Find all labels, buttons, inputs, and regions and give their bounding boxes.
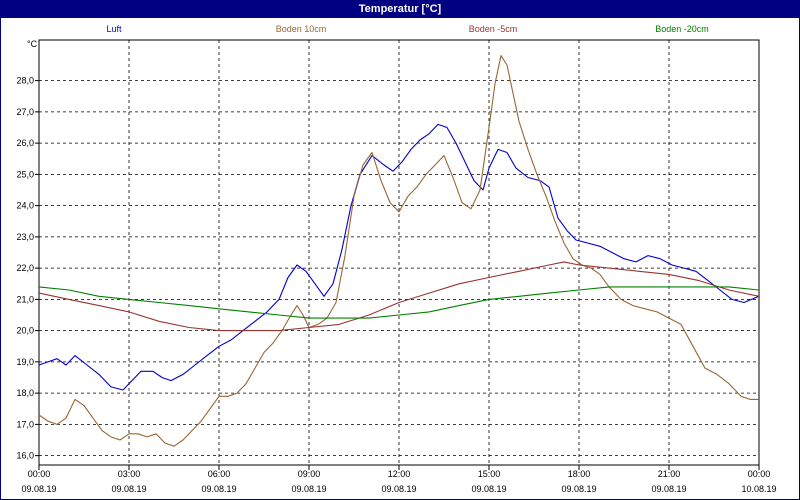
x-tick-date: 09.08.19 <box>291 484 326 494</box>
x-tick-date: 09.08.19 <box>651 484 686 494</box>
y-tick-label: 22,0 <box>16 263 34 273</box>
x-tick-date: 09.08.19 <box>561 484 596 494</box>
y-tick-label: 21,0 <box>16 294 34 304</box>
y-tick-label: 25,0 <box>16 169 34 179</box>
x-tick-time: 03:00 <box>118 469 141 479</box>
y-tick-label: 19,0 <box>16 357 34 367</box>
y-tick-label: 26,0 <box>16 138 34 148</box>
x-tick-date: 10.08.19 <box>741 484 776 494</box>
y-tick-label: 17,0 <box>16 419 34 429</box>
x-tick-date: 09.08.19 <box>111 484 146 494</box>
x-tick-time: 00:00 <box>748 469 771 479</box>
x-tick-time: 00:00 <box>28 469 51 479</box>
y-tick-label: 27,0 <box>16 107 34 117</box>
y-tick-label: 28,0 <box>16 76 34 86</box>
x-tick-time: 06:00 <box>208 469 231 479</box>
window-title: Temperatur [°C] <box>1 1 799 18</box>
x-tick-date: 09.08.19 <box>471 484 506 494</box>
x-tick-date: 09.08.19 <box>21 484 56 494</box>
y-tick-label: 23,0 <box>16 232 34 242</box>
y-tick-label: 20,0 <box>16 326 34 336</box>
x-tick-time: 21:00 <box>658 469 681 479</box>
legend-entry: Luft <box>106 24 122 34</box>
series-line-2 <box>38 261 760 332</box>
tick-labels: 16,0 17,0 18,0 19,0 20,0 21,0 22,0 23,0 24,0 25,0… <box>16 76 776 494</box>
x-tick-time: 12:00 <box>388 469 411 479</box>
y-tick-label: 18,0 <box>16 388 34 398</box>
series-line-1 <box>38 55 759 447</box>
legend: Luft Boden 10cm Boden -5cm Boden -20cm <box>106 24 708 34</box>
y-tick-label: 24,0 <box>16 201 34 211</box>
x-tick-time: 15:00 <box>478 469 501 479</box>
series-layer <box>38 55 760 447</box>
x-tick-time: 18:00 <box>568 469 591 479</box>
legend-entry: Boden -5cm <box>469 24 518 34</box>
legend-entry: Boden -20cm <box>655 24 709 34</box>
series-line-3 <box>38 286 760 319</box>
x-tick-date: 09.08.19 <box>381 484 416 494</box>
legend-entry: Boden 10cm <box>276 24 327 34</box>
series-line-0 <box>38 123 760 391</box>
x-tick-date: 09.08.19 <box>201 484 236 494</box>
y-tick-label: 16,0 <box>16 451 34 461</box>
temperature-chart: Luft Boden 10cm Boden -5cm Boden -20cm °C 1… <box>16 24 776 494</box>
axes <box>35 39 760 470</box>
x-tick-time: 09:00 <box>298 469 321 479</box>
y-axis-label: °C <box>27 39 38 49</box>
grid <box>39 40 759 465</box>
